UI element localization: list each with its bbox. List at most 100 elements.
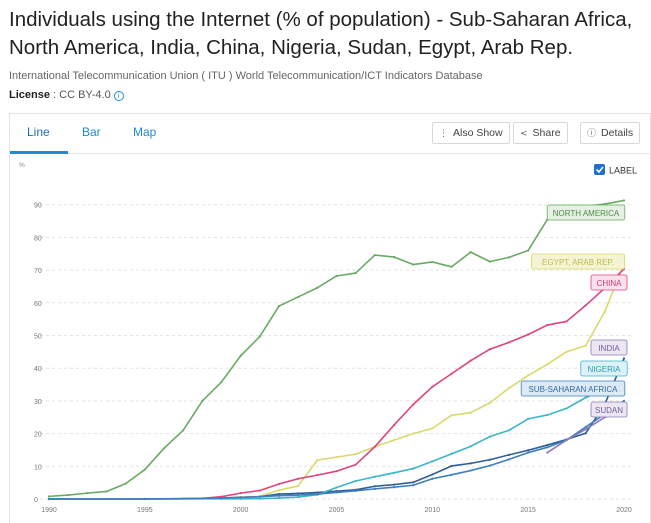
data-point <box>584 432 587 435</box>
data-point <box>47 497 51 501</box>
license-line: License : CC BY-4.0 i <box>9 89 124 101</box>
data-point <box>565 350 568 353</box>
data-point <box>373 485 376 488</box>
data-source: International Telecommunication Union ( … <box>9 70 483 82</box>
data-point <box>124 482 127 485</box>
series-label-text: NIGERIA <box>588 365 622 374</box>
data-point <box>335 274 338 278</box>
data-point <box>507 256 511 259</box>
series-line <box>49 382 625 500</box>
also-show-button[interactable]: ⋮ Also Show <box>432 122 510 144</box>
series-nigeria[interactable] <box>47 381 626 501</box>
y-tick-label: 70 <box>34 268 42 275</box>
data-point <box>507 429 511 432</box>
data-point <box>239 496 242 499</box>
series-line <box>48 199 625 498</box>
data-point <box>584 428 587 431</box>
series-label-text: EGYPT, ARAB REP. <box>542 258 614 267</box>
data-point <box>220 380 223 384</box>
data-point <box>584 425 587 429</box>
data-point <box>297 477 300 480</box>
data-point <box>316 286 319 289</box>
series-label-box <box>546 204 626 221</box>
y-axis-label: % <box>19 162 25 169</box>
data-point <box>546 446 549 449</box>
series-label-box <box>590 274 628 291</box>
series-india[interactable] <box>47 357 626 501</box>
series-line <box>49 268 625 500</box>
license-value: : CC BY-4.0 <box>49 89 111 101</box>
details-button[interactable]: ⓘ Details <box>580 122 641 144</box>
data-point <box>622 399 626 402</box>
data-point <box>527 451 530 454</box>
data-point <box>546 443 549 447</box>
data-point <box>373 253 376 257</box>
data-point <box>431 427 434 430</box>
data-point <box>622 199 626 202</box>
tab-map[interactable]: Map <box>133 125 157 139</box>
series-layer <box>47 199 626 501</box>
data-point <box>507 458 511 461</box>
series-label-box <box>531 253 626 270</box>
x-tick-label: 2010 <box>425 507 441 514</box>
data-point <box>527 249 530 252</box>
data-point <box>239 492 242 495</box>
label-toggle[interactable]: LABEL <box>594 164 637 176</box>
data-point <box>258 489 261 492</box>
data-point <box>565 320 568 323</box>
data-point <box>431 477 434 480</box>
info-circle-icon: ⓘ <box>587 129 597 139</box>
data-point <box>392 486 396 489</box>
info-icon[interactable]: i <box>113 91 124 101</box>
data-point <box>507 341 511 344</box>
data-point <box>546 323 549 327</box>
data-point <box>277 492 281 496</box>
data-point <box>392 439 396 442</box>
data-point <box>527 333 530 336</box>
series-label-box <box>590 401 628 418</box>
license-label: License <box>9 89 50 101</box>
data-point <box>450 372 453 375</box>
data-point <box>488 464 491 467</box>
x-tick-label: 2020 <box>616 507 632 514</box>
tab-line[interactable]: Line <box>27 125 50 139</box>
series-label: NIGERIA <box>580 360 628 377</box>
data-point <box>527 449 530 452</box>
share-button[interactable]: < Share <box>513 122 568 144</box>
data-point <box>488 458 491 461</box>
data-point <box>335 486 338 489</box>
data-point <box>86 492 89 495</box>
data-point <box>431 260 434 264</box>
data-point <box>412 432 415 435</box>
data-point <box>469 445 472 448</box>
data-point <box>392 423 396 427</box>
data-point <box>220 496 223 500</box>
data-point <box>469 469 472 472</box>
data-point <box>392 255 396 259</box>
data-point <box>373 487 376 490</box>
data-point <box>392 483 396 486</box>
data-point <box>431 473 434 476</box>
series-sub-saharan-africa[interactable] <box>47 399 626 501</box>
data-point <box>412 481 415 484</box>
label-checkbox[interactable] <box>594 164 605 175</box>
data-point <box>373 445 376 448</box>
vertical-dots-icon: ⋮ <box>439 129 448 139</box>
x-tick-label: 1990 <box>41 507 57 514</box>
series-north-america[interactable] <box>47 199 626 498</box>
data-point <box>105 490 108 493</box>
data-point <box>201 399 204 402</box>
data-point <box>469 411 472 414</box>
data-point <box>431 460 434 463</box>
tab-bar[interactable]: Bar <box>82 125 101 139</box>
also-show-label: Also Show <box>453 127 503 139</box>
y-tick-label: 20 <box>34 432 42 439</box>
data-point <box>354 271 357 275</box>
data-point <box>277 496 281 500</box>
y-tick-label: 40 <box>34 366 42 373</box>
data-point <box>412 484 415 487</box>
label-toggle-text: LABEL <box>609 166 637 176</box>
series-china[interactable] <box>47 267 626 501</box>
data-point <box>277 304 281 308</box>
data-point <box>354 479 357 483</box>
